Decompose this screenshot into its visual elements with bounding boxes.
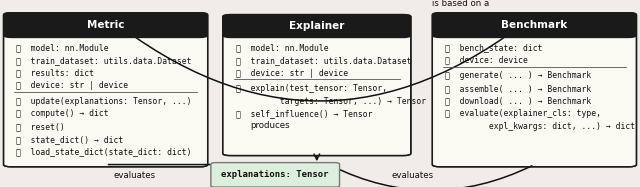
Text: Ⓜ  explain(test_tensor: Tensor,: Ⓜ explain(test_tensor: Tensor, (236, 84, 387, 93)
FancyBboxPatch shape (4, 13, 207, 167)
Text: Ⓜ  download( ... ) → Benchmark: Ⓜ download( ... ) → Benchmark (445, 97, 591, 106)
Text: Ⓒ  results: dict: Ⓒ results: dict (17, 68, 94, 78)
Text: expl_kwargs: dict, ...) → dict: expl_kwargs: dict, ...) → dict (445, 122, 636, 131)
FancyBboxPatch shape (433, 13, 636, 167)
Text: explanations: Tensor: explanations: Tensor (221, 170, 329, 179)
Bar (440, 25, 628, 36)
Bar (12, 25, 200, 36)
FancyBboxPatch shape (4, 13, 207, 38)
Text: evaluates: evaluates (392, 171, 434, 180)
Text: Ⓜ  compute() → dict: Ⓜ compute() → dict (17, 109, 109, 119)
Text: targets: Tensor, ...) → Tensor: targets: Tensor, ...) → Tensor (236, 97, 426, 106)
FancyBboxPatch shape (211, 163, 339, 187)
FancyBboxPatch shape (223, 15, 411, 156)
Text: Ⓜ  generate( ... ) → Benchmark: Ⓜ generate( ... ) → Benchmark (445, 71, 591, 80)
Text: Ⓒ  model: nn.Module: Ⓒ model: nn.Module (236, 43, 328, 52)
Text: Ⓜ  state_dict() → dict: Ⓜ state_dict() → dict (17, 135, 124, 144)
Text: Ⓜ  self_influence() → Tensor: Ⓜ self_influence() → Tensor (236, 110, 372, 119)
Text: Ⓒ  train_dataset: utils.data.Dataset: Ⓒ train_dataset: utils.data.Dataset (236, 56, 411, 65)
Text: Ⓒ  model: nn.Module: Ⓒ model: nn.Module (17, 43, 109, 52)
Text: Ⓒ  device: str | device: Ⓒ device: str | device (17, 81, 129, 90)
Text: Benchmark: Benchmark (501, 20, 568, 30)
Text: evaluates: evaluates (113, 171, 156, 180)
Text: Ⓒ  train_dataset: utils.data.Dataset: Ⓒ train_dataset: utils.data.Dataset (17, 56, 192, 65)
Text: Ⓒ  bench_state: dict: Ⓒ bench_state: dict (445, 43, 543, 52)
Text: Metric: Metric (87, 20, 124, 30)
Text: Ⓒ  device: device: Ⓒ device: device (445, 56, 528, 65)
Text: Ⓜ  assemble( ... ) → Benchmark: Ⓜ assemble( ... ) → Benchmark (445, 84, 591, 93)
Text: Ⓜ  load_state_dict(state_dict: dict): Ⓜ load_state_dict(state_dict: dict) (17, 148, 192, 157)
Text: Ⓜ  update(explanations: Tensor, ...): Ⓜ update(explanations: Tensor, ...) (17, 97, 192, 106)
Text: Ⓜ  reset(): Ⓜ reset() (17, 122, 65, 131)
Text: is based on a: is based on a (432, 0, 490, 8)
Text: Ⓜ  evaluate(explainer_cls: type,: Ⓜ evaluate(explainer_cls: type, (445, 109, 601, 119)
Text: produces: produces (250, 121, 290, 130)
FancyBboxPatch shape (433, 13, 636, 38)
Bar (230, 26, 403, 36)
FancyBboxPatch shape (223, 15, 411, 38)
Text: Explainer: Explainer (289, 21, 344, 31)
Text: Ⓒ  device: str | device: Ⓒ device: str | device (236, 69, 348, 78)
